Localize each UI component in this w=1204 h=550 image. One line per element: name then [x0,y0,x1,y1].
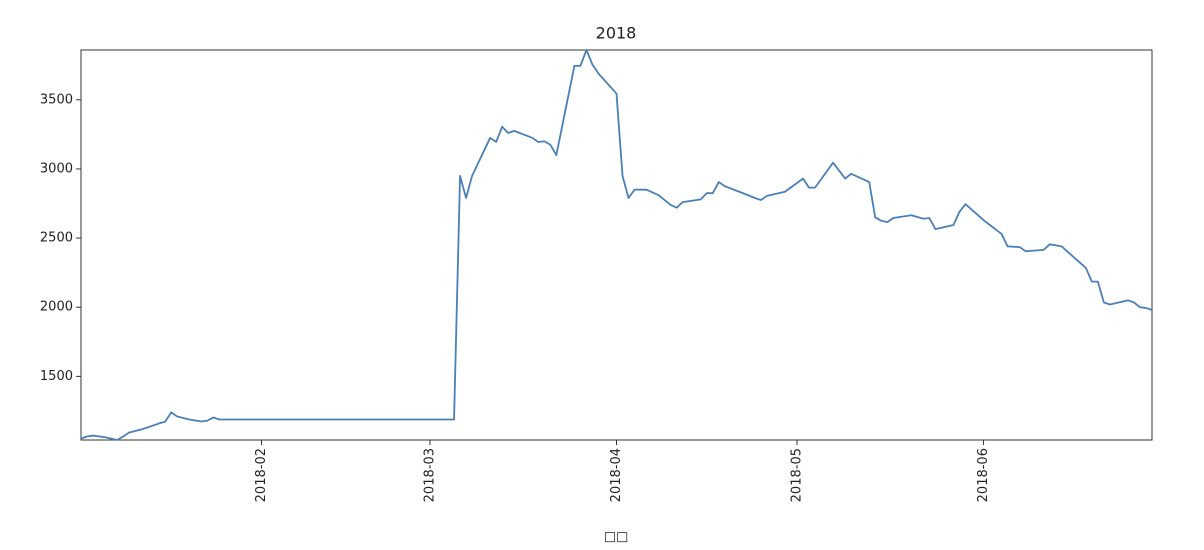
x-tick-label: 2018-05 [790,448,805,502]
x-tick-label: 2018-04 [609,448,624,502]
y-tick-label: 2000 [40,300,73,315]
y-tick-label: 1500 [40,369,73,384]
x-axis-label: □□ [604,530,629,545]
plot-frame [80,49,1153,441]
x-tick-label: 2018-06 [976,448,991,502]
chart-title: 2018 [596,24,637,43]
x-tick-label: 2018-02 [254,448,269,502]
y-tick-label: 3000 [40,161,73,176]
y-tick-label: 2500 [40,231,73,246]
x-tick-label: 2018-03 [422,448,437,502]
y-tick-label: 3500 [40,92,73,107]
data-line [80,49,1153,441]
